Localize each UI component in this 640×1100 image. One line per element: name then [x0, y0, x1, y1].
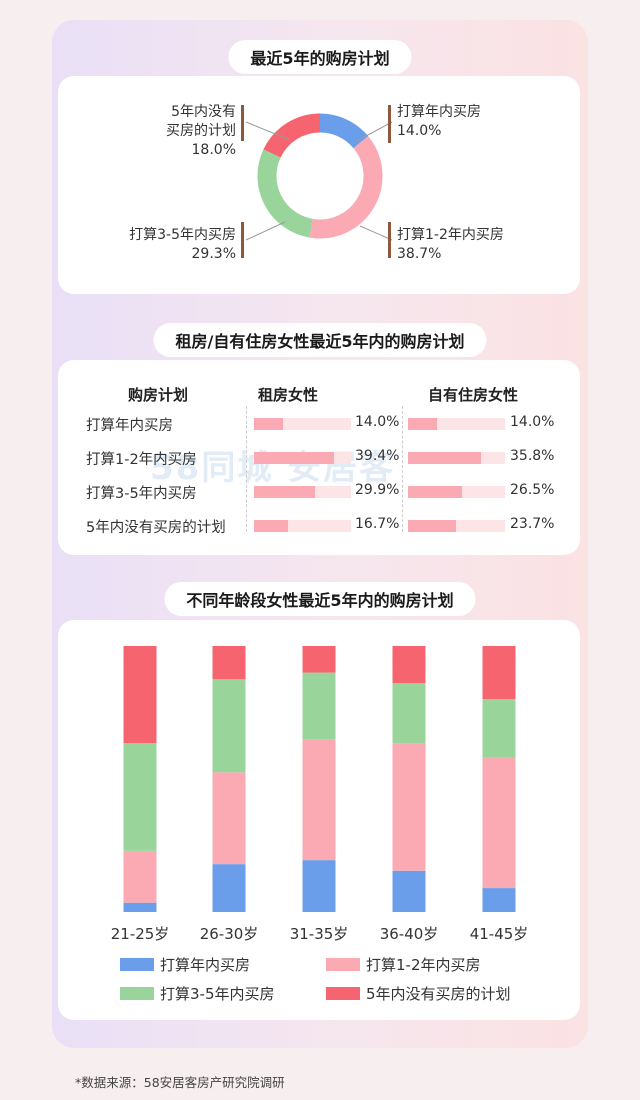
x-tick-label: 31-35岁 — [289, 925, 349, 943]
bar-segment-this-year — [212, 864, 246, 912]
donut-label-1-2y: 打算1-2年内买房 38.7% — [397, 227, 504, 262]
bar-segment-no-plan — [212, 646, 246, 680]
bar-segment-3-5y — [482, 699, 516, 758]
divider-right — [402, 406, 403, 532]
footer-source: *数据来源：58安居客房产研究院调研 — [75, 1075, 285, 1090]
bar-segment-1-2y — [482, 757, 516, 889]
donut-connector — [359, 225, 393, 241]
legend-swatch-no-plan — [326, 987, 360, 1000]
bar-segment-this-year — [123, 902, 157, 912]
bar-segment-this-year — [302, 860, 336, 912]
donut-chart — [245, 113, 393, 241]
bar-segment-no-plan — [123, 646, 157, 744]
bar-pct-rent: 29.9% — [355, 482, 400, 498]
bar-fill-own — [408, 452, 481, 464]
bar-fill-own — [408, 520, 457, 532]
bar-pct-rent: 14.0% — [355, 414, 400, 430]
bar-segment-1-2y — [302, 739, 336, 861]
bar-fill-rent — [254, 520, 289, 532]
row-label: 打算3-5年内买房 — [86, 486, 197, 502]
x-tick-label: 36-40岁 — [379, 925, 439, 943]
legend-no-plan: 5年内没有买房的计划 — [366, 985, 511, 1003]
legend-3-5y: 打算3-5年内买房 — [160, 985, 275, 1003]
bar-track-own — [408, 486, 505, 498]
bar-pct-rent: 39.4% — [355, 448, 400, 464]
bar-track-rent — [254, 418, 351, 430]
bar-segment-1-2y — [212, 772, 246, 865]
bar-segment-1-2y — [123, 850, 157, 903]
bar-track-rent — [254, 452, 351, 464]
bar-pct-own: 14.0% — [510, 414, 555, 430]
bar-segment-1-2y — [392, 743, 426, 871]
divider-left — [246, 406, 247, 532]
donut-label-3-5y: 打算3-5年内买房 29.3% — [129, 227, 236, 262]
x-tick-label: 26-30岁 — [199, 925, 259, 943]
x-tick-label: 41-45岁 — [469, 925, 529, 943]
bar-fill-rent — [254, 486, 315, 498]
bar-segment-3-5y — [392, 683, 426, 744]
donut-connector — [245, 221, 286, 241]
bar-fill-own — [408, 486, 462, 498]
bar-pct-own: 35.8% — [510, 448, 555, 464]
donut-slice-3-5y — [257, 149, 314, 238]
bracket-no-plan — [241, 105, 244, 141]
bar-segment-3-5y — [123, 743, 157, 851]
donut-slice-no-plan — [263, 113, 321, 158]
section1-title: 最近5年的购房计划 — [228, 40, 412, 74]
donut-connector — [245, 121, 291, 141]
bar-segment-no-plan — [482, 646, 516, 700]
row-label: 5年内没有买房的计划 — [86, 520, 226, 536]
legend-swatch-1-2y — [326, 958, 360, 971]
bar-track-own — [408, 418, 505, 430]
header-rent: 租房女性 — [258, 386, 319, 404]
legend-swatch-this-year — [120, 958, 154, 971]
section3-title: 不同年龄段女性最近5年内的购房计划 — [164, 582, 476, 616]
bar-segment-this-year — [392, 870, 426, 912]
bar-pct-own: 23.7% — [510, 516, 555, 532]
bar-fill-own — [408, 418, 437, 430]
bar-segment-3-5y — [302, 672, 336, 740]
bar-fill-rent — [254, 452, 335, 464]
legend-this-year: 打算年内买房 — [160, 956, 251, 974]
legend-swatch-3-5y — [120, 987, 154, 1000]
bar-segment-no-plan — [302, 646, 336, 673]
bar-fill-rent — [254, 418, 283, 430]
bar-segment-this-year — [482, 888, 516, 912]
donut-label-no-plan: 5年内没有 买房的计划 18.0% — [166, 104, 236, 158]
section2-title: 租房/自有住房女性最近5年内的购房计划 — [153, 323, 487, 357]
donut-label-this-year: 打算年内买房 14.0% — [397, 104, 481, 139]
row-label: 打算年内买房 — [86, 418, 173, 434]
x-tick-label: 21-25岁 — [110, 925, 170, 943]
header-own: 自有住房女性 — [428, 386, 519, 404]
bar-track-rent — [254, 486, 351, 498]
bar-track-rent — [254, 520, 351, 532]
bracket-1-2y — [388, 222, 391, 258]
donut-slice-1-2y — [309, 136, 383, 239]
donut-connector — [354, 121, 393, 143]
donut-slice-this-year — [319, 113, 369, 149]
bar-track-own — [408, 452, 505, 464]
bar-pct-rent: 16.7% — [355, 516, 400, 532]
donut-card — [58, 76, 580, 294]
bar-pct-own: 26.5% — [510, 482, 555, 498]
bar-track-own — [408, 520, 505, 532]
header-plan: 购房计划 — [128, 386, 189, 404]
bracket-3-5y — [241, 222, 244, 258]
bracket-this-year — [388, 105, 391, 143]
bar-segment-no-plan — [392, 646, 426, 684]
bar-segment-3-5y — [212, 679, 246, 773]
row-label: 打算1-2年内买房 — [86, 452, 197, 468]
legend-1-2y: 打算1-2年内买房 — [366, 956, 481, 974]
